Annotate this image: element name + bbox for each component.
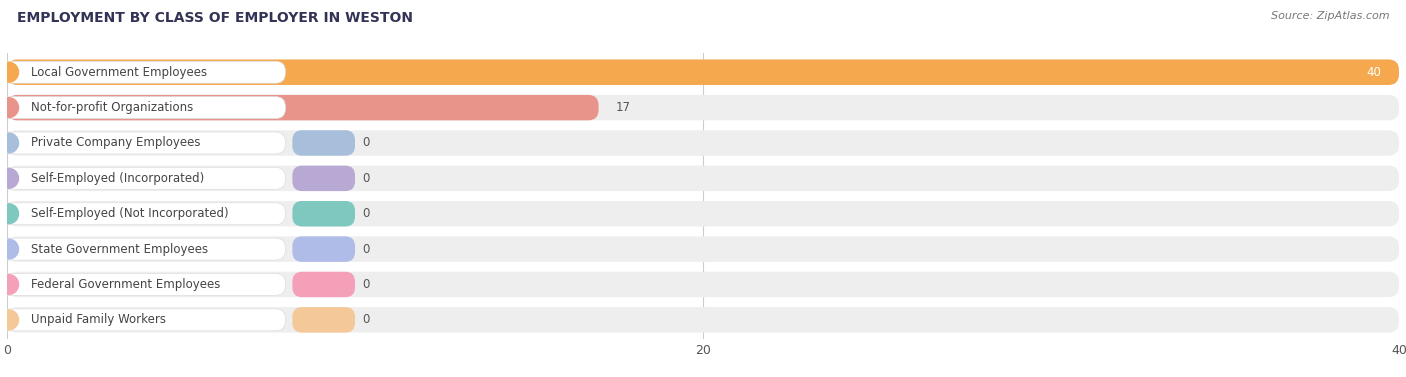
Text: 40: 40 xyxy=(1367,66,1382,79)
Circle shape xyxy=(0,204,18,224)
Text: Federal Government Employees: Federal Government Employees xyxy=(31,278,221,291)
Text: 0: 0 xyxy=(361,136,370,150)
FancyBboxPatch shape xyxy=(292,307,354,333)
FancyBboxPatch shape xyxy=(7,272,1399,297)
FancyBboxPatch shape xyxy=(0,97,285,119)
FancyBboxPatch shape xyxy=(7,130,1399,156)
FancyBboxPatch shape xyxy=(0,132,285,154)
Text: Private Company Employees: Private Company Employees xyxy=(31,136,201,150)
Text: Unpaid Family Workers: Unpaid Family Workers xyxy=(31,313,166,326)
FancyBboxPatch shape xyxy=(7,307,1399,333)
Circle shape xyxy=(0,133,18,153)
FancyBboxPatch shape xyxy=(7,60,1399,85)
FancyBboxPatch shape xyxy=(0,238,285,260)
FancyBboxPatch shape xyxy=(292,272,354,297)
Text: Local Government Employees: Local Government Employees xyxy=(31,66,208,79)
Text: 0: 0 xyxy=(361,172,370,185)
Text: State Government Employees: State Government Employees xyxy=(31,242,208,256)
FancyBboxPatch shape xyxy=(292,166,354,191)
Text: 0: 0 xyxy=(361,313,370,326)
FancyBboxPatch shape xyxy=(7,95,599,120)
Circle shape xyxy=(0,62,18,82)
FancyBboxPatch shape xyxy=(292,130,354,156)
FancyBboxPatch shape xyxy=(292,236,354,262)
Circle shape xyxy=(0,98,18,118)
Circle shape xyxy=(0,169,18,188)
Text: 0: 0 xyxy=(361,242,370,256)
FancyBboxPatch shape xyxy=(0,309,285,331)
Circle shape xyxy=(0,274,18,294)
FancyBboxPatch shape xyxy=(0,273,285,296)
FancyBboxPatch shape xyxy=(0,167,285,189)
FancyBboxPatch shape xyxy=(7,236,1399,262)
FancyBboxPatch shape xyxy=(292,201,354,227)
Text: 0: 0 xyxy=(361,278,370,291)
FancyBboxPatch shape xyxy=(7,95,1399,120)
FancyBboxPatch shape xyxy=(0,203,285,225)
FancyBboxPatch shape xyxy=(7,166,1399,191)
Text: EMPLOYMENT BY CLASS OF EMPLOYER IN WESTON: EMPLOYMENT BY CLASS OF EMPLOYER IN WESTO… xyxy=(17,11,413,25)
Text: Self-Employed (Incorporated): Self-Employed (Incorporated) xyxy=(31,172,205,185)
Text: 0: 0 xyxy=(361,207,370,220)
FancyBboxPatch shape xyxy=(7,60,1399,85)
FancyBboxPatch shape xyxy=(7,201,1399,227)
Text: Self-Employed (Not Incorporated): Self-Employed (Not Incorporated) xyxy=(31,207,229,220)
Text: 17: 17 xyxy=(616,101,631,114)
FancyBboxPatch shape xyxy=(0,61,285,83)
Text: Not-for-profit Organizations: Not-for-profit Organizations xyxy=(31,101,194,114)
Circle shape xyxy=(0,239,18,259)
Circle shape xyxy=(0,310,18,330)
Text: Source: ZipAtlas.com: Source: ZipAtlas.com xyxy=(1271,11,1389,21)
